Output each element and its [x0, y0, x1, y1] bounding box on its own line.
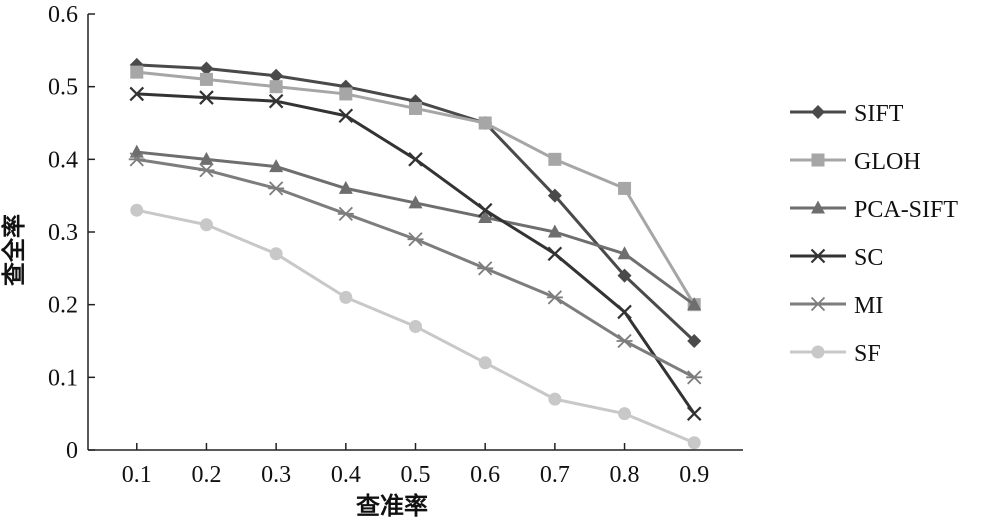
data-point-sc: [408, 152, 423, 167]
data-point-mi: [546, 290, 563, 305]
data-point-sc: [617, 304, 632, 320]
data-point-gloh: [548, 152, 562, 166]
legend-label: SIFT: [854, 101, 904, 127]
data-point-sift: [617, 268, 632, 283]
ticks: 0.1 0.2 0.3 0.4 0.5 0.6 0.7 0.8 0.9 0 0.1 0.2 0.3 0.4…: [48, 2, 709, 488]
data-point-sift: [547, 188, 562, 203]
data-point-sc: [686, 406, 702, 421]
legend-label: SF: [854, 341, 881, 367]
data-point-sf: [548, 392, 562, 406]
legend-marker: [811, 200, 825, 214]
x-tick-label: 0.6: [470, 462, 500, 488]
legend-marker: [811, 105, 825, 119]
data-point-pca-sift: [547, 224, 562, 238]
data-point-sf: [130, 203, 144, 217]
y-tick-label: 0.2: [48, 293, 78, 319]
x-tick-label: 0.7: [540, 462, 570, 488]
legend-item-sift: SIFT: [790, 101, 904, 127]
legend-label: GLOH: [854, 149, 921, 175]
series-gloh: [130, 65, 701, 312]
legend-item-mi: MI: [790, 293, 883, 319]
legend-marker: [811, 345, 825, 359]
legend-label: MI: [854, 293, 883, 319]
data-point-gloh: [339, 87, 353, 101]
series-line-sc: [136, 92, 696, 415]
data-point-sc: [268, 93, 284, 109]
data-point-sift: [687, 334, 702, 348]
data-point-pca-sift: [129, 144, 144, 158]
legend-item-sc: SC: [790, 245, 883, 271]
series-pca-sift: [129, 144, 702, 311]
series-sf: [130, 203, 701, 450]
x-tick-label: 0.9: [679, 462, 709, 488]
series-sc: [129, 86, 702, 421]
data-point-sc: [547, 246, 563, 262]
data-point-sf: [199, 218, 213, 232]
data-point-mi: [686, 370, 703, 385]
data-point-gloh: [618, 181, 632, 195]
series-mi: [128, 152, 703, 385]
y-tick-label: 0.6: [48, 2, 78, 28]
data-point-sift: [199, 61, 214, 76]
data-point-pca-sift: [408, 195, 423, 209]
legend-marker: [810, 296, 826, 312]
x-tick-label: 0.4: [331, 462, 361, 488]
legend-label: SC: [854, 245, 883, 271]
x-tick-label: 0.5: [401, 462, 431, 488]
legend: SIFT GLOH PCA-SIFT SC MI SF: [790, 101, 958, 367]
series-line-mi: [136, 157, 695, 379]
x-axis-title: 查准率: [356, 492, 428, 520]
y-tick-label: 0.3: [48, 220, 78, 246]
data-point-mi: [198, 163, 215, 178]
data-point-mi: [268, 181, 285, 196]
data-point-mi: [407, 232, 424, 247]
x-tick-label: 0.3: [261, 462, 291, 488]
data-point-pca-sift: [478, 209, 493, 223]
data-point-gloh: [478, 116, 492, 130]
data-point-gloh: [199, 72, 213, 86]
data-point-mi: [616, 333, 633, 349]
legend-marker: [811, 153, 825, 167]
x-tick-label: 0.8: [610, 462, 640, 488]
data-point-sf: [687, 436, 701, 450]
data-point-gloh: [409, 101, 422, 115]
data-point-mi: [128, 152, 145, 167]
data-point-sf: [409, 319, 422, 333]
y-axis-title: 查全率: [0, 214, 28, 286]
legend-item-pca-sift: PCA-SIFT: [790, 197, 958, 223]
data-point-pca-sift: [269, 159, 284, 173]
data-point-mi: [337, 206, 354, 221]
data-point-gloh: [130, 65, 144, 79]
axes: [87, 14, 743, 451]
x-tick-label: 0.2: [191, 462, 221, 488]
legend-item-gloh: GLOH: [790, 149, 921, 175]
data-point-gloh: [269, 80, 283, 94]
data-point-sc: [477, 202, 493, 218]
data-point-sc: [338, 108, 354, 124]
y-tick-label: 0.1: [48, 365, 78, 391]
data-point-sc: [129, 86, 145, 102]
data-point-pca-sift: [199, 151, 214, 165]
series-layer: [128, 57, 703, 450]
data-point-pca-sift: [338, 180, 353, 194]
legend-item-sf: SF: [790, 341, 881, 367]
data-point-sf: [478, 356, 492, 370]
x-tick-label: 0.1: [122, 462, 152, 488]
legend-label: PCA-SIFT: [854, 197, 958, 223]
data-point-pca-sift: [687, 297, 702, 311]
data-point-sf: [618, 407, 632, 421]
y-tick-label: 0.5: [48, 75, 78, 101]
legend-marker: [810, 248, 826, 264]
y-tick-label: 0.4: [48, 147, 78, 173]
data-point-sift: [269, 68, 284, 83]
data-point-sc: [199, 90, 214, 105]
y-tick-label: 0: [66, 438, 78, 464]
data-point-pca-sift: [617, 246, 632, 260]
data-point-sf: [339, 290, 353, 304]
data-point-mi: [477, 261, 494, 276]
data-point-sf: [269, 247, 283, 261]
